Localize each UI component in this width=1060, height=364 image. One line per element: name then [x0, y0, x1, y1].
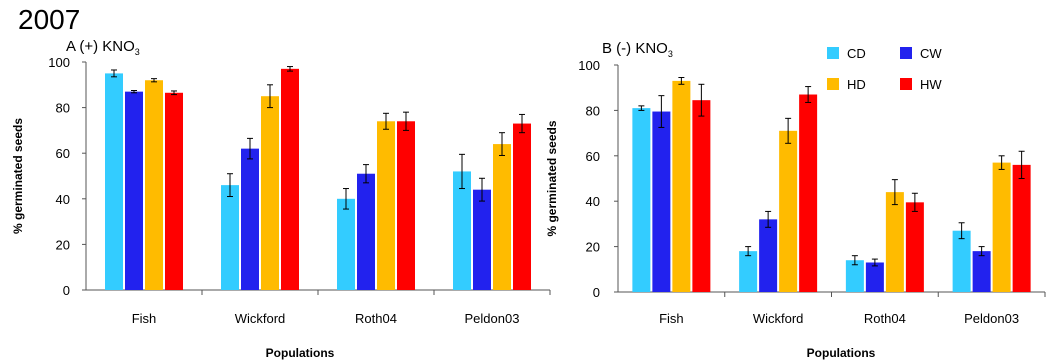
- bar-hd-wickford: [779, 130, 798, 292]
- bar-cw-peldon03: [473, 189, 491, 290]
- legend-label-hw: HW: [920, 77, 942, 92]
- legend-label-hd: HD: [847, 77, 866, 92]
- y-tick-label: 60: [56, 146, 70, 161]
- bar-hd-roth04: [885, 192, 904, 292]
- bar-hw-wickford: [799, 94, 818, 292]
- bar-cw-roth04: [865, 262, 884, 292]
- chart-title-subscript: 3: [668, 49, 673, 59]
- bar-cd-fish: [105, 73, 123, 291]
- bar-hw-wickford: [281, 68, 299, 290]
- bar-hw-roth04: [397, 121, 415, 290]
- x-tick-label: Fish: [659, 311, 684, 326]
- x-tick-label: Wickford: [235, 311, 286, 326]
- bar-hw-peldon03: [1012, 164, 1031, 292]
- y-tick-label: 60: [586, 149, 600, 164]
- x-axis-label: Populations: [807, 346, 876, 360]
- y-tick-label: 20: [586, 240, 600, 255]
- bar-hd-peldon03: [493, 144, 511, 290]
- chart-title-subscript: 3: [135, 47, 140, 57]
- bar-hd-peldon03: [992, 162, 1011, 292]
- x-tick-label: Peldon03: [964, 311, 1019, 326]
- y-tick-label: 0: [593, 285, 600, 300]
- bar-cd-peldon03: [453, 171, 471, 290]
- bar-hd-fish: [672, 80, 691, 292]
- legend-label-cd: CD: [847, 46, 866, 61]
- bar-cw-wickford: [759, 219, 778, 292]
- bar-cw-peldon03: [972, 251, 991, 292]
- bar-cw-fish: [125, 91, 143, 290]
- chart-title-main: A (+) KNO: [66, 38, 135, 55]
- bar-cd-roth04: [337, 198, 355, 290]
- bar-hw-fish: [692, 100, 711, 292]
- bar-cd-fish: [632, 108, 651, 292]
- y-tick-label: 80: [56, 101, 70, 116]
- x-tick-label: Roth04: [355, 311, 397, 326]
- bar-cw-fish: [652, 111, 671, 292]
- bar-hd-roth04: [377, 121, 395, 290]
- x-tick-label: Roth04: [864, 311, 906, 326]
- legend-swatch-hd: [827, 78, 839, 90]
- y-tick-label: 100: [48, 55, 70, 70]
- chart-panel-b: B (-) KNO3 0 20 40 60 80 100 % germinated seeds…: [545, 40, 1046, 360]
- bar-hw-roth04: [905, 202, 924, 292]
- bar-cd-wickford: [221, 185, 239, 290]
- legend-swatch-cw: [900, 47, 912, 59]
- x-tick-label: Peldon03: [465, 311, 520, 326]
- chart-title-main: B (-) KNO: [602, 40, 668, 57]
- legend-swatch-hw: [900, 78, 912, 90]
- bar-cd-wickford: [739, 251, 758, 292]
- bar-hw-fish: [165, 92, 183, 290]
- bar-cd-peldon03: [952, 230, 971, 292]
- bar-cw-roth04: [357, 173, 375, 290]
- y-tick-label: 100: [578, 58, 600, 73]
- legend-label-cw: CW: [920, 46, 942, 61]
- y-tick-label: 40: [586, 194, 600, 209]
- y-tick-label: 40: [56, 192, 70, 207]
- y-tick-label: 80: [586, 103, 600, 118]
- y-tick-label: 0: [63, 283, 70, 298]
- bar-hd-fish: [145, 80, 163, 291]
- x-axis-label: Populations: [266, 346, 335, 360]
- chart-panel-a: A (+) KNO3 0 20 40 60 80 100 % germinated seeds…: [11, 38, 551, 360]
- chart-title: B (-) KNO3: [602, 40, 673, 59]
- bar-cw-wickford: [241, 148, 259, 290]
- chart-title: A (+) KNO3: [66, 38, 140, 57]
- bar-hd-wickford: [261, 96, 279, 290]
- year-label: 2007: [18, 4, 81, 35]
- x-tick-label: Wickford: [753, 311, 804, 326]
- y-axis-label: % germinated seeds: [545, 120, 559, 236]
- y-tick-label: 20: [56, 237, 70, 252]
- legend-swatch-cd: [827, 47, 839, 59]
- bar-hw-peldon03: [513, 123, 531, 290]
- x-tick-label: Fish: [132, 311, 157, 326]
- bar-cd-roth04: [845, 260, 864, 292]
- y-axis-label: % germinated seeds: [11, 118, 25, 234]
- legend: CD CW HD HW: [827, 46, 942, 92]
